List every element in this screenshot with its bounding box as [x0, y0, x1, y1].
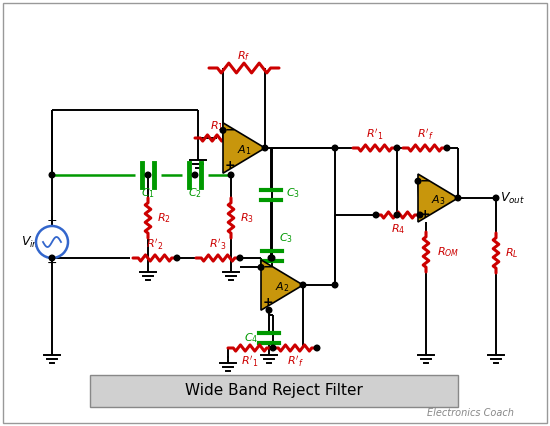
- Text: $R'_f$: $R'_f$: [287, 354, 304, 369]
- Text: +: +: [47, 215, 57, 227]
- Text: $V_{out}$: $V_{out}$: [500, 190, 525, 206]
- Text: $C_3$: $C_3$: [286, 186, 300, 200]
- Text: $R_3$: $R_3$: [240, 211, 254, 225]
- Text: −: −: [47, 256, 57, 270]
- Circle shape: [455, 195, 461, 201]
- Circle shape: [49, 172, 55, 178]
- Circle shape: [262, 145, 268, 151]
- Text: $C_4$: $C_4$: [244, 331, 258, 345]
- Circle shape: [228, 172, 234, 178]
- Circle shape: [493, 195, 499, 201]
- Text: +: +: [420, 208, 430, 221]
- Polygon shape: [418, 174, 458, 222]
- Text: $C_3$: $C_3$: [279, 231, 293, 245]
- Text: $R'_f$: $R'_f$: [417, 128, 433, 142]
- Circle shape: [314, 345, 320, 351]
- Circle shape: [266, 308, 272, 313]
- Circle shape: [268, 255, 274, 261]
- Circle shape: [417, 212, 423, 218]
- Text: $C_1$: $C_1$: [141, 186, 155, 200]
- Circle shape: [394, 145, 400, 151]
- Circle shape: [373, 212, 379, 218]
- Circle shape: [49, 255, 55, 261]
- Text: $R_4$: $R_4$: [391, 222, 405, 236]
- Text: +: +: [225, 159, 235, 172]
- Circle shape: [300, 282, 306, 288]
- Text: −: −: [263, 261, 273, 274]
- Text: $A_1$: $A_1$: [237, 143, 251, 157]
- Text: $R_{OM}$: $R_{OM}$: [437, 245, 459, 259]
- Circle shape: [332, 145, 338, 151]
- Text: $R_2$: $R_2$: [157, 211, 171, 225]
- Text: $A_3$: $A_3$: [431, 193, 446, 207]
- Text: $R_L$: $R_L$: [505, 246, 519, 260]
- Text: −: −: [420, 175, 430, 188]
- Text: $R_1$: $R_1$: [210, 119, 224, 133]
- Text: +: +: [263, 296, 273, 309]
- Text: $R'_1$: $R'_1$: [241, 354, 258, 369]
- Circle shape: [192, 172, 198, 178]
- FancyBboxPatch shape: [90, 375, 458, 407]
- Circle shape: [237, 255, 243, 261]
- Circle shape: [174, 255, 180, 261]
- Text: Electronics Coach: Electronics Coach: [427, 408, 514, 418]
- Text: $C_2$: $C_2$: [188, 186, 202, 200]
- Text: Wide Band Reject Filter: Wide Band Reject Filter: [185, 383, 363, 398]
- Text: $R'_1$: $R'_1$: [366, 128, 384, 142]
- Text: $R_f$: $R_f$: [237, 49, 251, 63]
- Circle shape: [415, 178, 421, 184]
- Circle shape: [270, 345, 276, 351]
- Text: $A_2$: $A_2$: [275, 280, 289, 294]
- Circle shape: [394, 212, 400, 218]
- Circle shape: [145, 172, 151, 178]
- Polygon shape: [261, 260, 303, 310]
- Circle shape: [332, 282, 338, 288]
- Circle shape: [220, 127, 226, 133]
- Text: $V_{in}$: $V_{in}$: [21, 234, 39, 250]
- Circle shape: [258, 265, 264, 270]
- Text: −: −: [225, 124, 235, 137]
- Text: $R'_2$: $R'_2$: [146, 238, 163, 252]
- Circle shape: [269, 255, 275, 261]
- Circle shape: [444, 145, 450, 151]
- Polygon shape: [223, 123, 265, 173]
- Text: $R'_3$: $R'_3$: [210, 238, 227, 252]
